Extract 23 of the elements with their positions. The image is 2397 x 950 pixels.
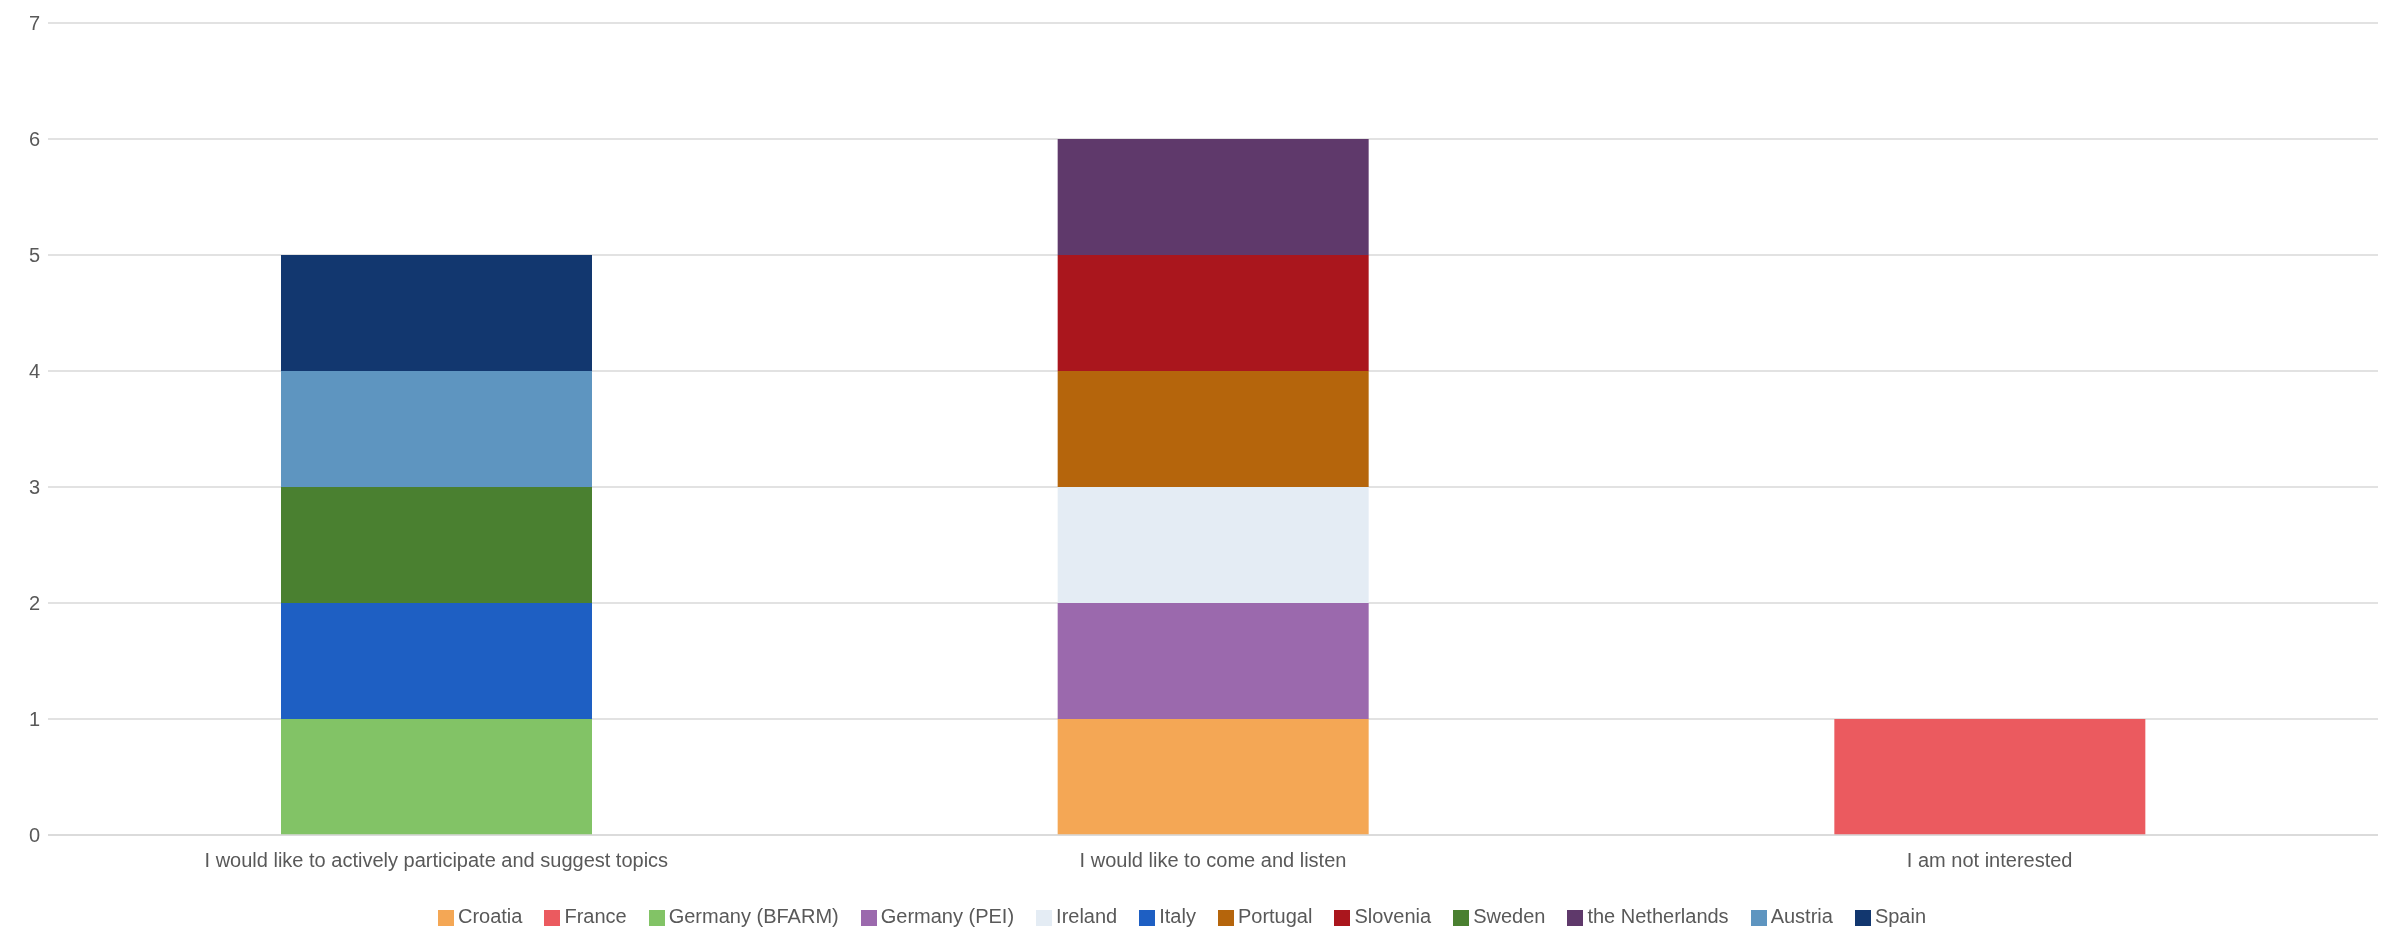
- legend-label: Slovenia: [1354, 905, 1432, 927]
- legend-label: France: [564, 905, 627, 927]
- legend-label: Portugal: [1237, 905, 1313, 927]
- y-tick-label: 3: [28, 476, 40, 499]
- y-tick-label: 5: [28, 244, 40, 267]
- y-tick-label: 7: [28, 12, 40, 35]
- y-tick-label: 6: [28, 128, 40, 151]
- legend-label: Spain: [1874, 905, 1927, 927]
- y-tick-label: 1: [28, 708, 40, 731]
- legend-label: Germany (PEI): [880, 905, 1015, 927]
- x-tick-label: I am not interested: [1906, 849, 2073, 872]
- legend-label: Italy: [1159, 905, 1196, 927]
- legend-label: Sweden: [1473, 905, 1546, 927]
- legend-label: Germany (BFARM): [668, 905, 839, 927]
- legend-label: the Netherlands: [1587, 905, 1729, 927]
- y-tick-label: 4: [28, 360, 40, 383]
- legend-label: Austria: [1770, 905, 1833, 927]
- y-tick-label: 0: [28, 824, 40, 847]
- x-tick-label: I would like to actively participate and suggest topics: [204, 849, 669, 872]
- legend-label: Ireland: [1056, 905, 1118, 927]
- y-tick-label: 2: [28, 592, 40, 615]
- legend-label: Croatia: [457, 905, 523, 927]
- x-tick-label: I would like to come and listen: [1079, 849, 1347, 872]
